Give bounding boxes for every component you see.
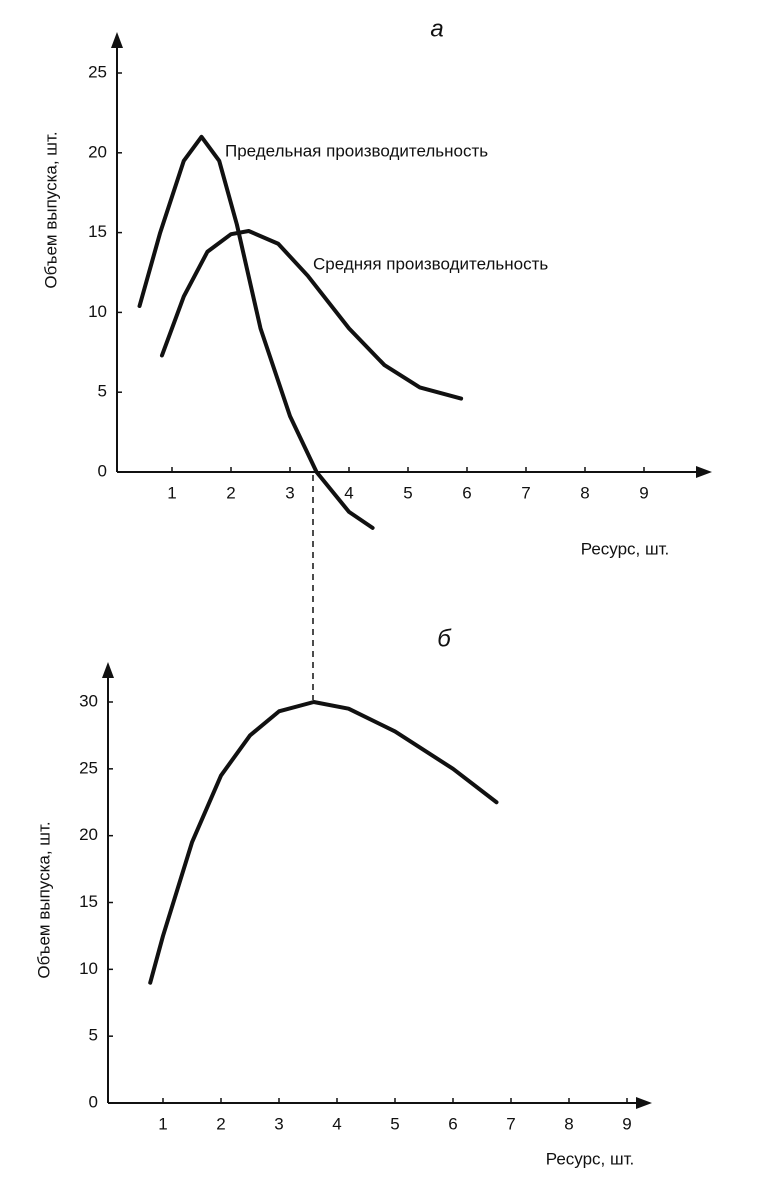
x-tick-label: 2 (226, 483, 235, 502)
x-tick-label: 6 (462, 483, 471, 502)
y-tick-label: 10 (79, 959, 98, 978)
y-arrow (102, 662, 114, 678)
line-series (148, 700, 499, 985)
y-tick-label: 5 (89, 1026, 98, 1045)
chart-title: а (430, 15, 443, 42)
y-axis-label: Объем выпуска, шт. (41, 131, 60, 288)
x-tick-label: 2 (216, 1114, 225, 1133)
line-series (137, 134, 375, 530)
y-tick-label: 30 (79, 691, 98, 710)
x-tick-label: 9 (622, 1114, 631, 1133)
x-tick-label: 5 (403, 483, 412, 502)
x-arrow (636, 1097, 652, 1109)
x-axis-label: Ресурс, шт. (581, 539, 670, 558)
y-tick-label: 5 (98, 382, 107, 401)
y-tick-label: 25 (88, 62, 107, 81)
y-tick-label: 25 (79, 758, 98, 777)
series-label: Средняя производительность (313, 254, 548, 273)
x-tick-label: 5 (390, 1114, 399, 1133)
x-tick-label: 7 (521, 483, 530, 502)
x-tick-label: 4 (344, 483, 353, 502)
x-tick-label: 9 (639, 483, 648, 502)
x-tick-label: 3 (285, 483, 294, 502)
x-axis-label: Ресурс, шт. (546, 1149, 635, 1168)
x-tick-label: 6 (448, 1114, 457, 1133)
y-tick-label: 15 (79, 892, 98, 911)
y-tick-label: 0 (89, 1092, 98, 1111)
x-tick-label: 1 (167, 483, 176, 502)
x-tick-label: 1 (158, 1114, 167, 1133)
y-tick-label: 10 (88, 302, 107, 321)
y-axis-label: Объем выпуска, шт. (34, 821, 53, 978)
x-tick-label: 7 (506, 1114, 515, 1133)
y-arrow (111, 32, 123, 48)
x-tick-label: 8 (580, 483, 589, 502)
y-tick-label: 0 (98, 461, 107, 480)
x-arrow (696, 466, 712, 478)
y-tick-label: 15 (88, 222, 107, 241)
series-label: Предельная производительность (225, 141, 488, 160)
x-tick-label: 8 (564, 1114, 573, 1133)
line-series (159, 229, 464, 401)
x-tick-label: 3 (274, 1114, 283, 1133)
y-tick-label: 20 (88, 142, 107, 161)
chart-title: б (437, 625, 452, 652)
x-tick-label: 4 (332, 1114, 341, 1133)
y-tick-label: 20 (79, 825, 98, 844)
